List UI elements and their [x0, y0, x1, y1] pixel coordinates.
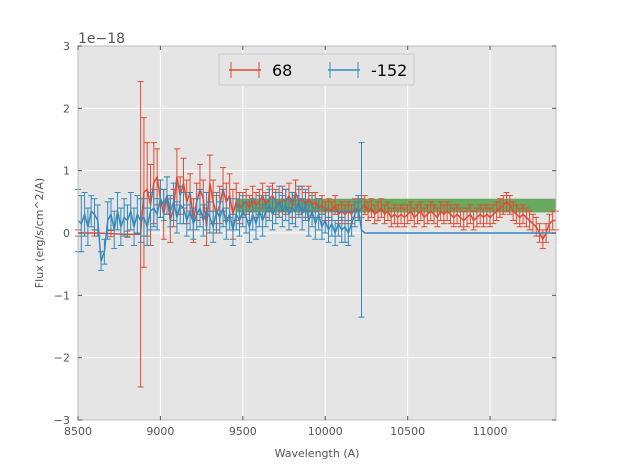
y-tick-label: −2 — [54, 352, 70, 365]
y-tick-label: −1 — [54, 289, 70, 302]
x-tick-label: 9000 — [146, 425, 174, 438]
x-axis-label: Wavelength (A) — [275, 447, 360, 460]
y-tick-label: 0 — [63, 227, 70, 240]
y-tick-label: 1 — [63, 165, 70, 178]
legend: 68 -152 — [218, 53, 415, 86]
x-tick-label: 10000 — [308, 425, 343, 438]
x-tick-label: 11000 — [473, 425, 508, 438]
y-axis-label: Flux (erg/s/cm^2/A) — [33, 178, 46, 288]
ticks: 8500 9000 9500 10000 10500 11000 −3 −2 −1 0 1 2 3 — [54, 40, 556, 438]
x-tick-label: 9500 — [229, 425, 257, 438]
y-tick-label: 3 — [63, 40, 70, 53]
legend-label: 68 — [272, 61, 292, 80]
series-layer — [75, 81, 559, 388]
y-exponent-label: 1e−18 — [78, 31, 125, 47]
series--152 — [75, 142, 556, 318]
y-tick-label: 2 — [63, 102, 70, 115]
x-tick-label: 10500 — [390, 425, 425, 438]
y-tick-label: −3 — [54, 414, 70, 427]
series-line — [77, 192, 556, 262]
series-line — [78, 174, 556, 241]
x-tick-label: 8500 — [64, 425, 92, 438]
legend-label: -152 — [371, 61, 407, 80]
